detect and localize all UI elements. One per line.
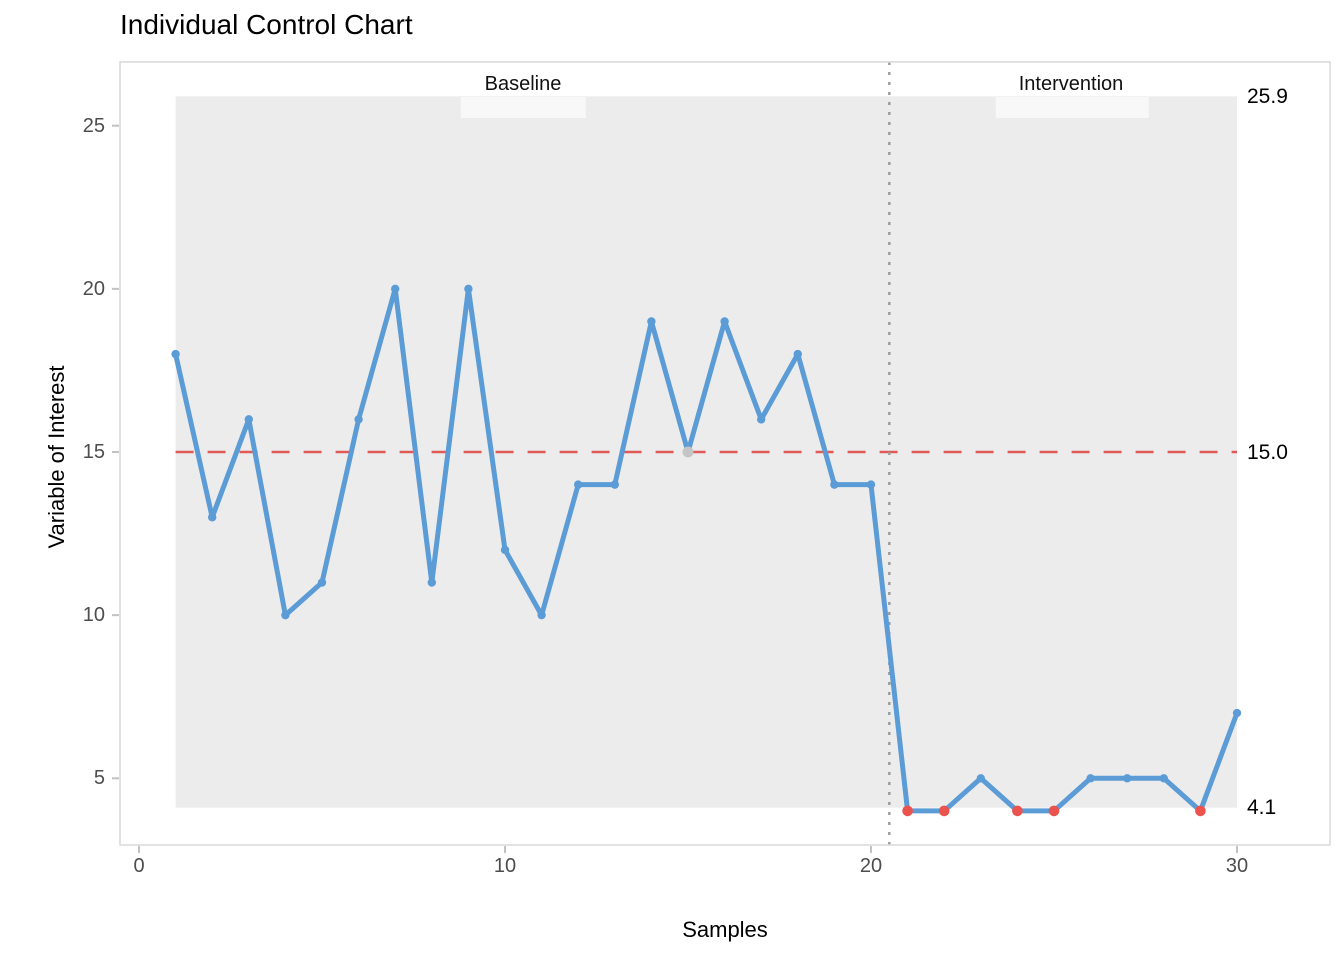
y-tick-label: 20 [82,277,105,300]
data-point-below-lcl [938,805,950,817]
data-point [317,578,327,587]
data-line [173,286,1240,814]
data-point [1123,774,1132,783]
data-point [1086,774,1095,783]
data-point [793,349,802,359]
phase-label-baseline: Baseline [484,73,562,95]
lcl-value-label: 4.1 [1247,796,1277,819]
x-axis-title: Samples [682,917,768,942]
y-tick-label: 5 [93,767,105,790]
chart-title: Individual Control Chart [120,9,413,40]
data-point [281,610,290,620]
x-tick-label: 10 [493,855,517,877]
phase-label-intervention: Intervention [1018,73,1124,95]
data-point-below-lcl [1195,805,1206,817]
data-point [500,545,510,555]
x-tick-label: 20 [859,855,883,877]
data-point [574,480,583,489]
data-point [537,610,546,620]
data-point [757,415,766,424]
data-point-below-lcl [902,805,913,817]
ucl-value-label: 25.9 [1247,85,1288,108]
data-point [720,317,729,326]
data-point [866,480,876,489]
data-point [427,578,436,587]
data-point [976,774,985,783]
data-point [354,415,363,424]
data-point [208,513,217,522]
data-point [610,480,619,489]
x-tick-label: 0 [133,855,145,877]
data-point [1232,708,1242,718]
data-point [464,284,473,294]
y-tick-label: 25 [82,114,105,137]
data-point [171,349,180,359]
data-point [1159,774,1169,783]
data-point-below-lcl [1048,805,1060,817]
center-line-value-label: 15.0 [1247,441,1288,464]
data-point [244,415,253,424]
data-point-on-center-line [682,446,694,458]
data-point [391,284,400,294]
data-point [647,317,656,326]
phase-label-background [460,97,586,118]
y-tick-label: 15 [82,441,105,463]
panel-border [119,61,1331,846]
x-tick-label: 30 [1225,855,1249,877]
y-tick-label: 10 [82,604,105,627]
phase-label-background [995,97,1149,118]
data-point-below-lcl [1012,805,1023,817]
data-point [830,480,839,489]
